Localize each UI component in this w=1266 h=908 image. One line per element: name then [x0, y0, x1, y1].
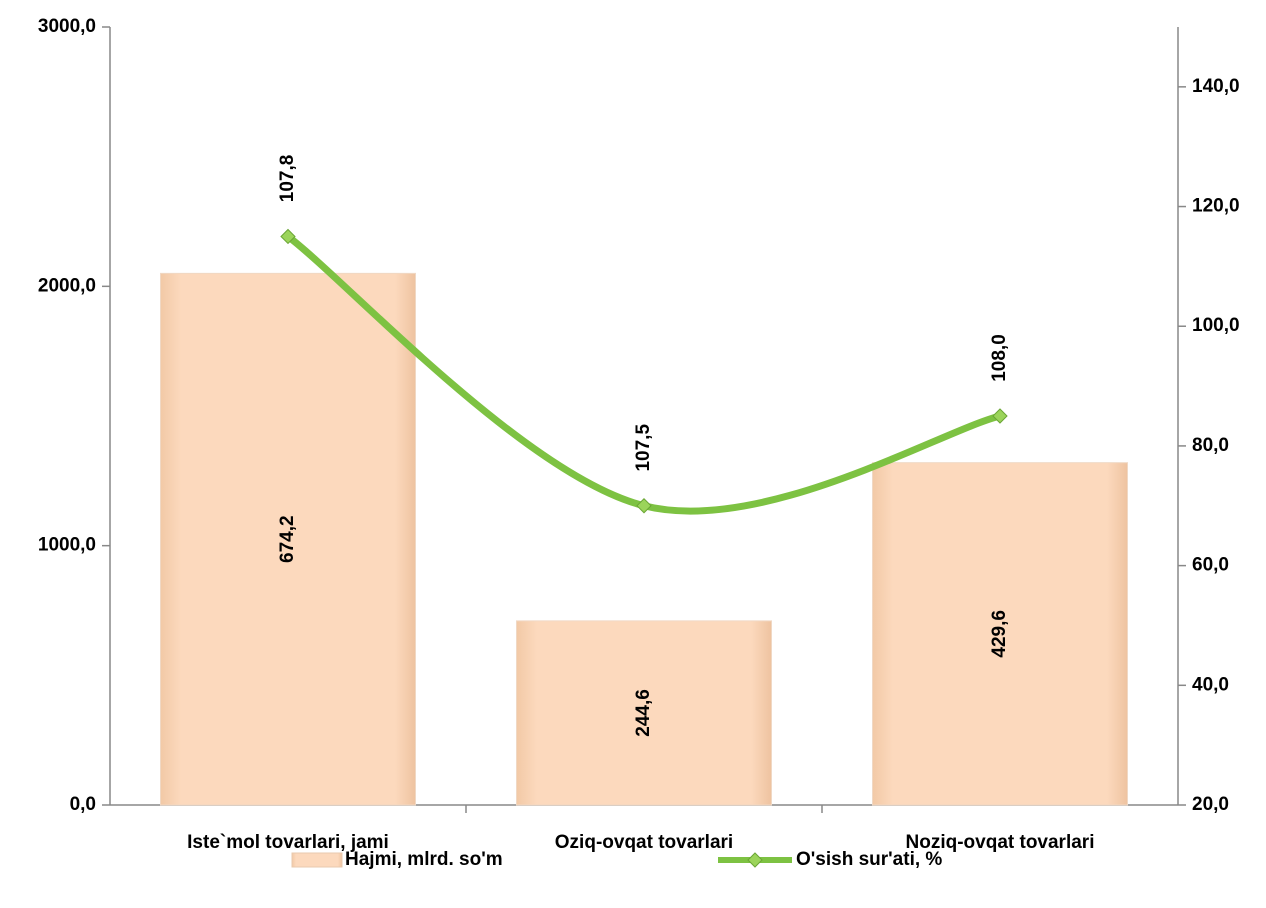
- y2-tick-label: 140,0: [1192, 76, 1240, 97]
- y2-tick-label: 120,0: [1192, 196, 1240, 217]
- bar-annotation: 674,2: [277, 515, 298, 563]
- bar: [872, 462, 1128, 806]
- bar: [160, 272, 416, 806]
- legend-label: Hajmi, mlrd. so'm: [345, 849, 503, 870]
- y2-tick-label: 40,0: [1192, 674, 1229, 695]
- bar-annotation: 429,6: [989, 610, 1010, 658]
- legend-label: O'sish sur'ati, %: [796, 849, 942, 870]
- line-marker: [636, 498, 652, 514]
- y2-tick-label: 80,0: [1192, 435, 1229, 456]
- y-tick-label: 2000,0: [38, 275, 96, 296]
- line-annotation: 107,5: [633, 424, 654, 472]
- line-marker: [280, 228, 296, 245]
- legend-marker: [747, 852, 763, 868]
- x-tick-label: Oziq-ovqat tovarlari: [555, 832, 733, 853]
- legend-swatch: [291, 852, 343, 868]
- y2-tick-label: 60,0: [1192, 555, 1229, 576]
- y2-tick-label: 20,0: [1192, 794, 1229, 815]
- y-tick-label: 3000,0: [38, 16, 96, 37]
- bar: [516, 620, 772, 806]
- y-tick-label: 0,0: [70, 794, 96, 815]
- y2-tick-label: 100,0: [1192, 315, 1240, 336]
- bar-annotation: 244,6: [633, 689, 654, 737]
- line-annotation: 107,8: [277, 155, 298, 203]
- x-tick-label: Iste`mol tovarlari, jami: [187, 832, 389, 853]
- line-marker: [992, 408, 1008, 424]
- line-annotation: 108,0: [989, 334, 1010, 382]
- y-tick-label: 1000,0: [38, 535, 96, 556]
- x-tick-label: Noziq-ovqat tovarlari: [906, 832, 1095, 853]
